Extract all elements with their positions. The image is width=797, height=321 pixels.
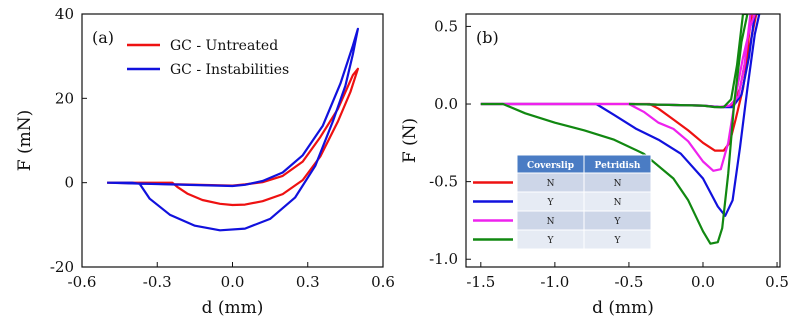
table-cell-text: N <box>614 179 622 189</box>
panel-label: (b) <box>476 28 499 47</box>
y-tick-label: -20 <box>50 258 74 276</box>
y-tick-label: -0.5 <box>429 173 458 191</box>
x-axis-title: d (mm) <box>592 298 654 318</box>
table-cell-text: Y <box>547 236 555 246</box>
y-tick-label: -1.0 <box>429 250 458 268</box>
series-line-2 <box>107 27 359 232</box>
x-tick-label: 0.5 <box>765 273 789 291</box>
series-line-3 <box>480 14 756 172</box>
panel-b: -1.5 -1.0 -0.5 0.0 0.5 -1.0 -0.5 0.0 0.5 d (mm) F … <box>400 13 789 318</box>
y-tick-label: 40 <box>55 5 74 23</box>
y-tick-label: 0.5 <box>434 17 458 35</box>
table-cell-text: N <box>547 179 555 189</box>
series-group <box>480 14 761 245</box>
x-tick-label: 0.3 <box>296 273 320 291</box>
x-tick-label: -0.3 <box>143 273 172 291</box>
table-cell-text: Y <box>547 198 555 208</box>
panel-label: (a) <box>92 28 114 47</box>
panel-a: -0.6 -0.3 0.0 0.3 0.6 -20 0 20 40 d (mm) F (mN) (a)… <box>15 5 395 318</box>
x-axis-title: d (mm) <box>202 298 264 318</box>
table-cell <box>583 229 652 250</box>
table-header-text: Petridish <box>595 161 641 171</box>
x-tick-label: 0.6 <box>371 273 395 291</box>
x-tick-label: -1.0 <box>540 273 569 291</box>
series-line-1 <box>107 67 359 207</box>
y-tick-label: 0.0 <box>434 95 458 113</box>
table-cell-text: N <box>547 217 555 227</box>
x-tick-label: -0.6 <box>68 273 97 291</box>
x-tick-label: -1.5 <box>466 273 495 291</box>
table-cell-text: Y <box>614 217 622 227</box>
plot-frame <box>465 13 781 268</box>
x-tick-label: 0.0 <box>221 273 245 291</box>
series-line-4 <box>480 14 749 245</box>
y-axis-title: F (mN) <box>15 110 35 171</box>
legend-label: GC - Instabilities <box>170 62 289 78</box>
table-cell-text: Y <box>614 236 622 246</box>
y-tick-label: 20 <box>55 89 74 107</box>
y-tick-label: 0 <box>64 174 74 192</box>
series-group <box>107 27 359 232</box>
table-header-text: Coverslip <box>527 161 574 171</box>
y-axis-title: F (N) <box>400 118 420 163</box>
table-cell-text: N <box>614 198 622 208</box>
legend-label: GC - Untreated <box>170 38 278 54</box>
x-tick-label: -0.5 <box>614 273 643 291</box>
x-tick-label: 0.0 <box>691 273 715 291</box>
series-line-1 <box>480 14 758 152</box>
